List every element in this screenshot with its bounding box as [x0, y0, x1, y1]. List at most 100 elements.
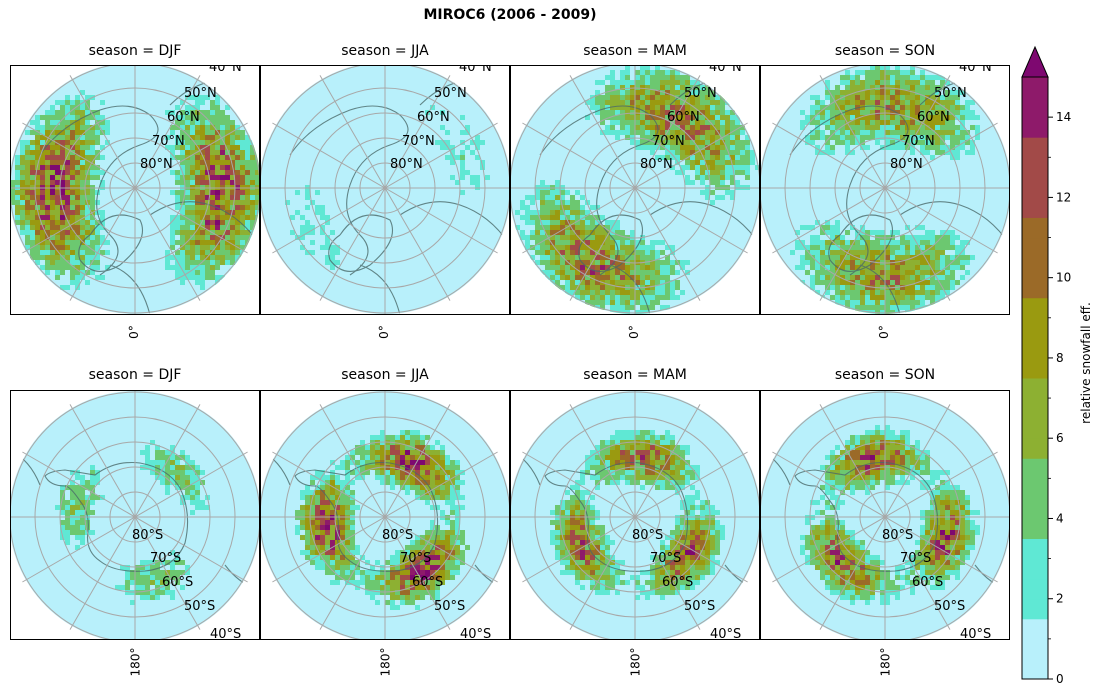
data-cell — [650, 105, 655, 110]
data-cell — [180, 115, 185, 120]
data-cell — [305, 505, 310, 510]
data-cell — [655, 485, 660, 490]
data-cell — [715, 545, 720, 550]
data-cell — [45, 230, 50, 235]
data-cell — [850, 255, 855, 260]
data-cell — [940, 120, 945, 125]
data-cell — [410, 475, 415, 480]
data-cell — [575, 255, 580, 260]
data-cell — [95, 110, 100, 115]
lat-label: 50°N — [934, 86, 967, 101]
data-cell — [445, 550, 450, 555]
data-cell — [720, 140, 725, 145]
data-cell — [555, 540, 560, 545]
data-cell — [570, 275, 575, 280]
data-cell — [625, 80, 630, 85]
data-cell — [180, 125, 185, 130]
data-cell — [160, 590, 165, 595]
data-cell — [640, 115, 645, 120]
data-cell — [440, 450, 445, 455]
data-cell — [435, 565, 440, 570]
data-cell — [575, 290, 580, 295]
data-cell — [320, 480, 325, 485]
data-cell — [70, 125, 75, 130]
data-cell — [695, 95, 700, 100]
data-cell — [715, 165, 720, 170]
data-cell — [65, 535, 70, 540]
data-cell — [815, 240, 820, 245]
data-cell — [220, 250, 225, 255]
data-cell — [180, 205, 185, 210]
data-cell — [190, 250, 195, 255]
data-cell — [910, 300, 915, 305]
data-cell — [925, 150, 930, 155]
data-cell — [570, 545, 575, 550]
data-cell — [355, 470, 360, 475]
data-cell — [535, 225, 540, 230]
data-cell — [550, 205, 555, 210]
data-cell — [690, 95, 695, 100]
data-cell — [540, 215, 545, 220]
data-cell — [870, 95, 875, 100]
data-cell — [180, 245, 185, 250]
data-cell — [30, 150, 35, 155]
data-cell — [190, 240, 195, 245]
data-cell — [645, 440, 650, 445]
data-cell — [615, 435, 620, 440]
data-cell — [915, 140, 920, 145]
data-cell — [910, 130, 915, 135]
data-cell — [935, 295, 940, 300]
data-cell — [660, 555, 665, 560]
data-cell — [895, 440, 900, 445]
data-cell — [610, 285, 615, 290]
data-cell — [840, 280, 845, 285]
data-cell — [600, 300, 605, 305]
data-cell — [335, 260, 340, 265]
data-cell — [645, 135, 650, 140]
data-cell — [455, 470, 460, 475]
data-cell — [850, 260, 855, 265]
data-cell — [965, 115, 970, 120]
data-cell — [650, 590, 655, 595]
data-cell — [640, 570, 645, 575]
data-cell — [85, 95, 90, 100]
data-cell — [675, 445, 680, 450]
data-cell — [870, 130, 875, 135]
data-cell — [635, 470, 640, 475]
data-cell — [730, 160, 735, 165]
data-cell — [675, 270, 680, 275]
data-cell — [220, 220, 225, 225]
data-cell — [85, 230, 90, 235]
data-cell — [900, 295, 905, 300]
data-cell — [695, 470, 700, 475]
data-cell — [575, 265, 580, 270]
data-cell — [475, 140, 480, 145]
coastline — [399, 201, 510, 246]
data-cell — [160, 465, 165, 470]
data-cell — [160, 450, 165, 455]
data-cell — [815, 100, 820, 105]
data-cell — [690, 505, 695, 510]
data-cell — [605, 250, 610, 255]
data-cell — [805, 115, 810, 120]
data-cell — [545, 215, 550, 220]
data-cell — [40, 180, 45, 185]
data-cell — [180, 215, 185, 220]
data-cell — [660, 290, 665, 295]
data-cell — [680, 110, 685, 115]
data-cell — [940, 80, 945, 85]
data-cell — [605, 275, 610, 280]
data-cell — [155, 450, 160, 455]
data-cell — [665, 455, 670, 460]
data-cell — [65, 105, 70, 110]
data-cell — [310, 490, 315, 495]
data-cell — [655, 240, 660, 245]
data-cell — [245, 205, 250, 210]
data-cell — [675, 545, 680, 550]
data-cell — [875, 125, 880, 130]
data-cell — [430, 570, 435, 575]
data-cell — [850, 445, 855, 450]
data-cell — [385, 600, 390, 605]
data-cell — [550, 540, 555, 545]
data-cell — [525, 215, 530, 220]
